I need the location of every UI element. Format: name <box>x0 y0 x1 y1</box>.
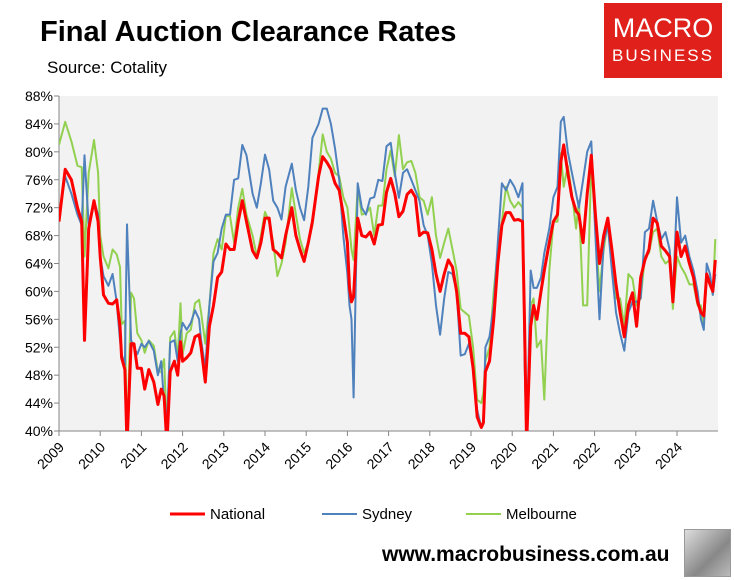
x-tick-label: 2013 <box>199 439 232 472</box>
x-tick-label: 2020 <box>487 439 520 472</box>
plot-area <box>59 96 718 431</box>
chart-source: Source: Cotality <box>47 58 167 77</box>
chart-title: Final Auction Clearance Rates <box>40 16 457 48</box>
y-tick-label: 44% <box>25 395 53 411</box>
x-tick-label: 2024 <box>652 439 685 472</box>
y-tick-label: 84% <box>25 116 53 132</box>
macrobusiness-logo: MACRO BUSINESS <box>604 3 722 78</box>
y-tick-label: 40% <box>25 423 53 439</box>
legend-label-national: National <box>210 506 265 523</box>
x-tick-label: 2012 <box>157 439 190 472</box>
wolf-logo-image <box>684 529 731 577</box>
x-tick-label: 2021 <box>528 439 561 472</box>
x-tick-label: 2010 <box>75 439 108 472</box>
x-tick-label: 2019 <box>446 439 479 472</box>
x-tick-label: 2014 <box>240 439 273 472</box>
x-tick-label: 2011 <box>117 439 150 472</box>
x-tick-label: 2023 <box>611 439 644 472</box>
logo-line-2: BUSINESS <box>612 46 714 65</box>
logo-line-1: MACRO <box>612 13 714 43</box>
y-tick-label: 68% <box>25 228 53 244</box>
x-tick-label: 2018 <box>405 439 438 472</box>
y-tick-label: 56% <box>25 311 53 327</box>
y-tick-label: 48% <box>25 367 53 383</box>
y-tick-label: 64% <box>25 256 53 272</box>
x-tick-label: 2017 <box>363 439 396 472</box>
y-tick-label: 72% <box>25 200 53 216</box>
x-tick-label: 2022 <box>569 439 602 472</box>
y-tick-label: 52% <box>25 339 53 355</box>
x-tick-label: 2015 <box>281 439 314 472</box>
y-tick-label: 88% <box>25 88 53 104</box>
legend-label-melbourne: Melbourne <box>506 506 577 523</box>
x-tick-label: 2009 <box>34 439 67 472</box>
legend-label-sydney: Sydney <box>362 506 413 523</box>
y-tick-label: 76% <box>25 172 53 188</box>
series-line-national <box>59 143 717 431</box>
x-tick-label: 2016 <box>322 439 355 472</box>
website-url: www.macrobusiness.com.au <box>382 543 670 566</box>
y-tick-label: 60% <box>25 283 53 299</box>
y-tick-label: 80% <box>25 144 53 160</box>
